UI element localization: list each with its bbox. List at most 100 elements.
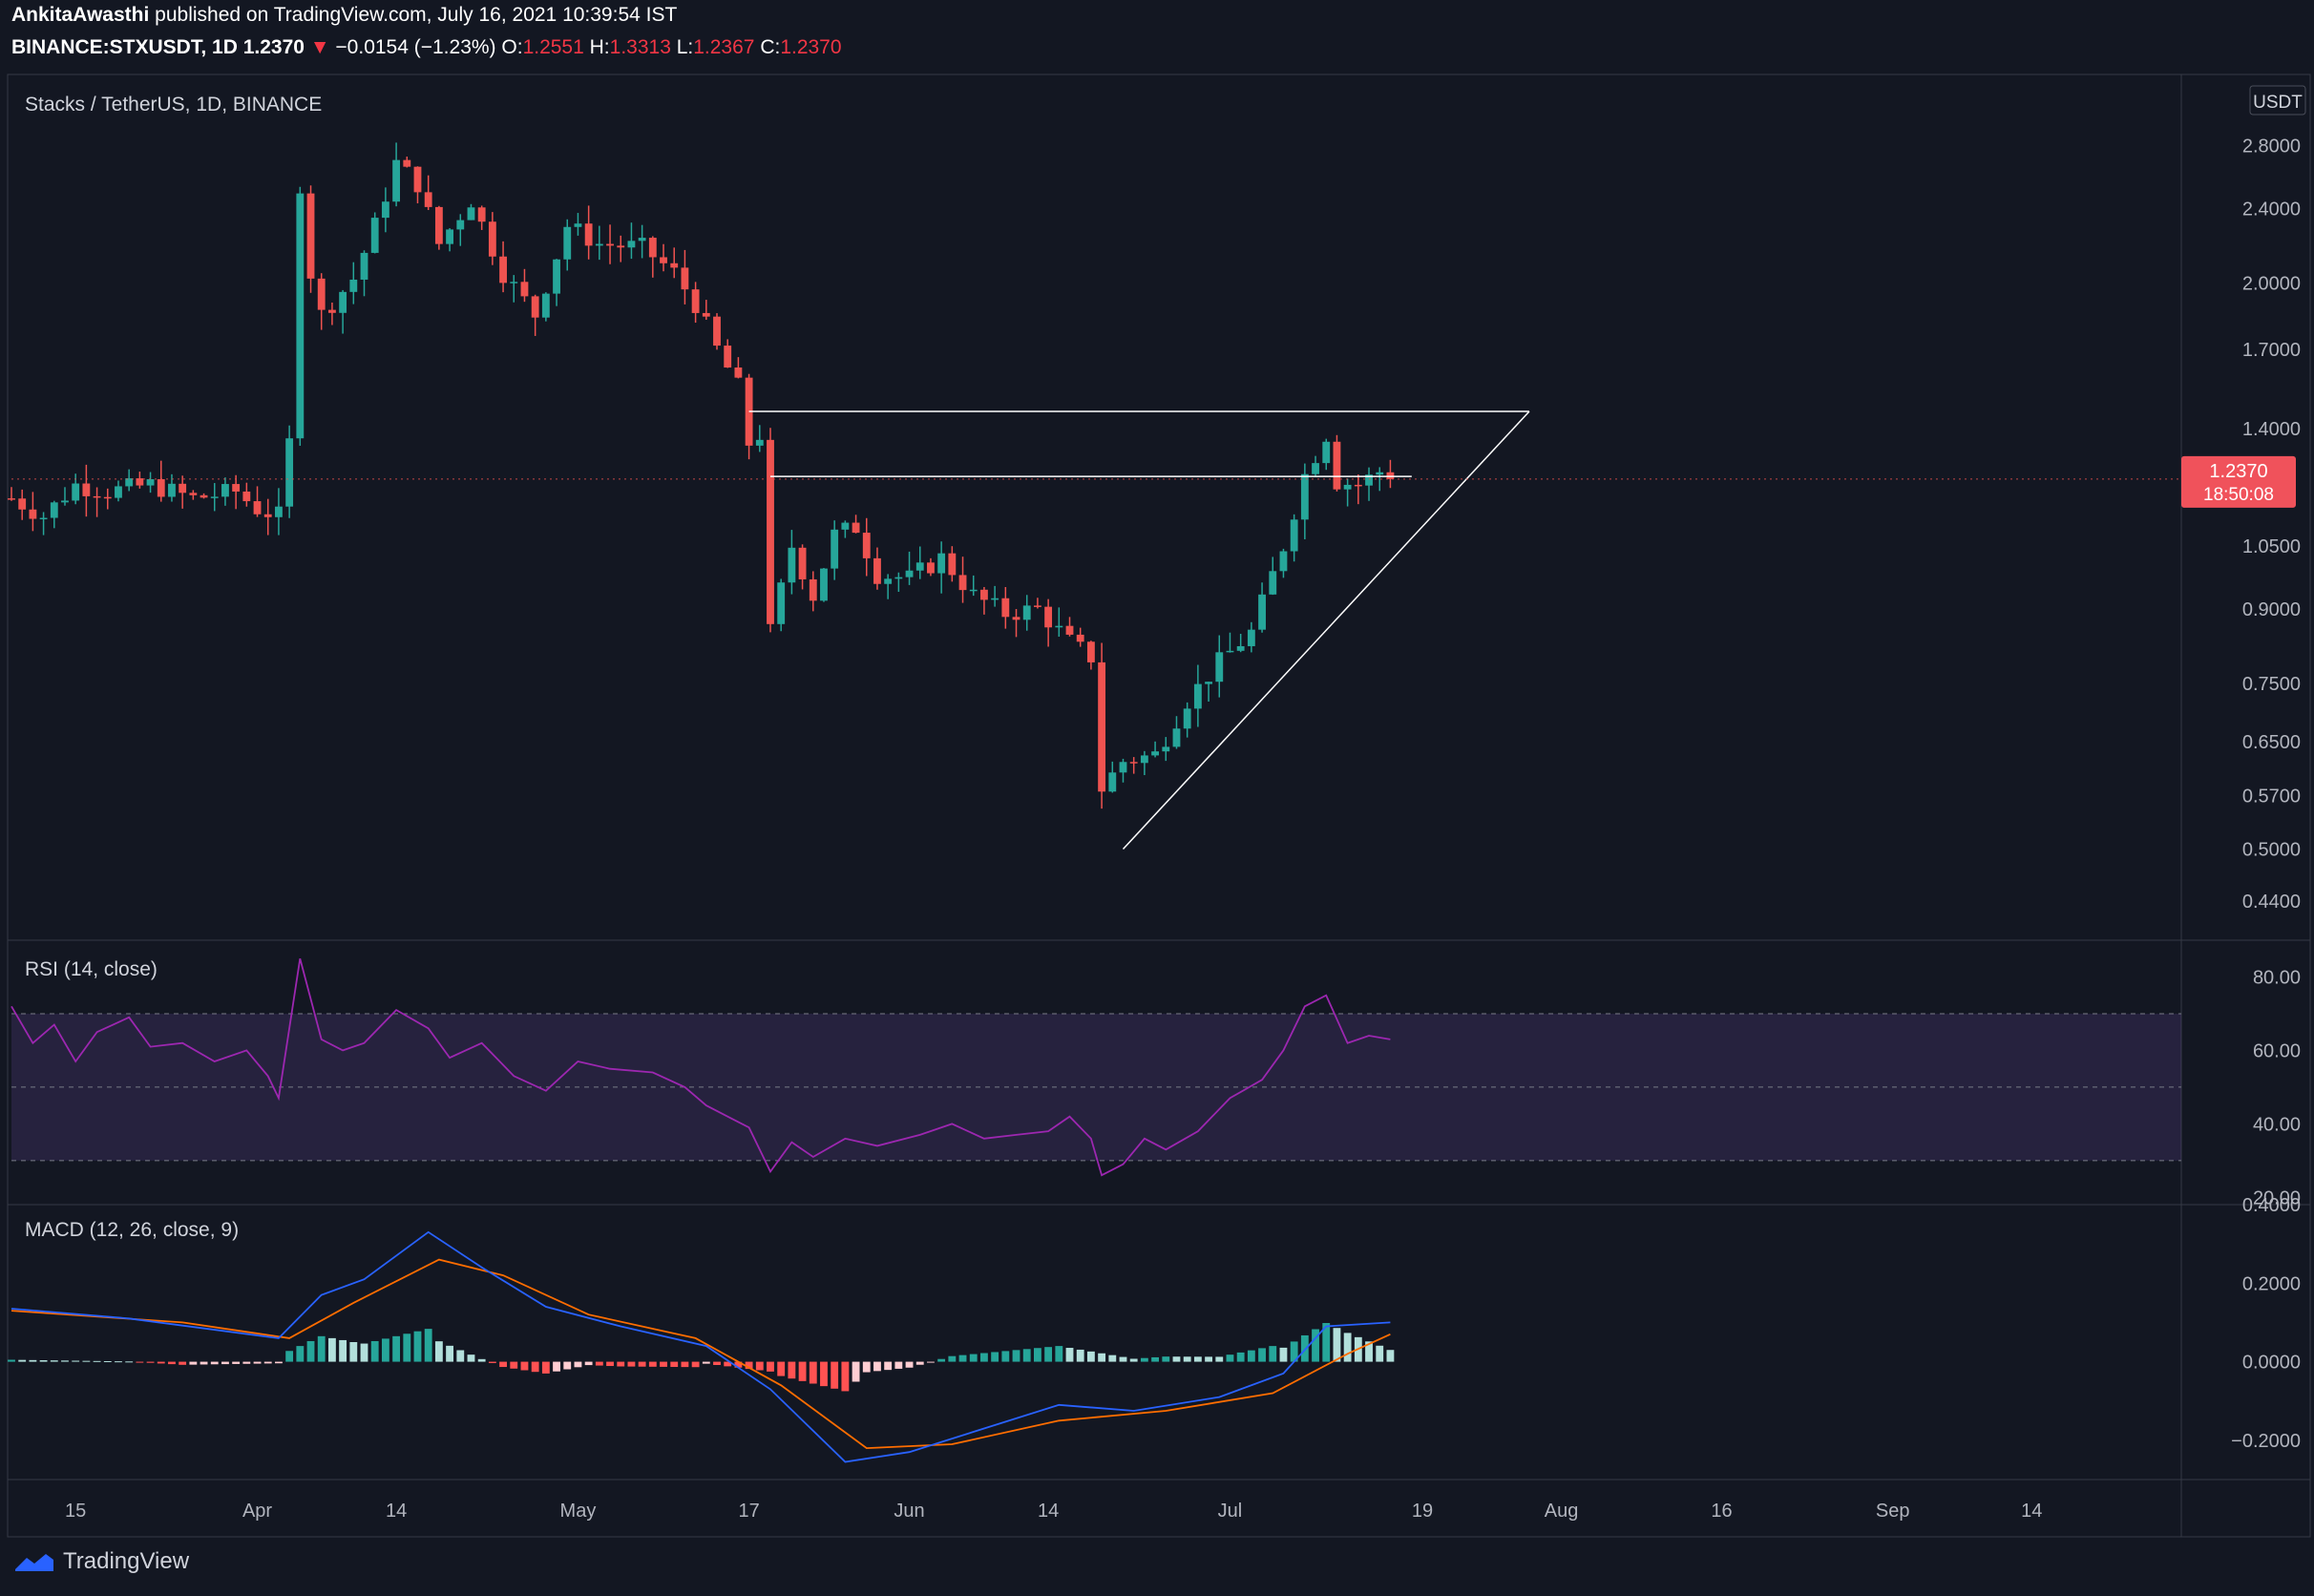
macd-histogram-bar	[948, 1355, 957, 1362]
macd-histogram-bar	[125, 1361, 134, 1363]
macd-histogram-bar	[713, 1361, 721, 1365]
candle-body	[820, 568, 828, 601]
macd-histogram-bar	[285, 1351, 294, 1362]
macd-tick-label: 0.4000	[2242, 1195, 2301, 1216]
rsi-tick-label: 20.00	[2253, 1187, 2301, 1208]
macd-histogram-bar	[520, 1361, 529, 1371]
price-tick-label: 0.5700	[2242, 786, 2301, 807]
macd-histogram-bar	[606, 1361, 614, 1367]
time-tick-label: Jun	[894, 1501, 924, 1522]
candle-body	[413, 166, 422, 193]
macd-histogram-bar	[1076, 1349, 1084, 1362]
macd-histogram-bar	[1312, 1329, 1319, 1362]
macd-histogram-bar	[1098, 1353, 1106, 1362]
candle-body	[1044, 606, 1053, 628]
macd-histogram-bar	[306, 1340, 315, 1362]
tradingview-logo-icon	[15, 1554, 53, 1571]
macd-histogram-bar	[403, 1334, 411, 1362]
publisher-name[interactable]: AnkitaAwasthi	[11, 4, 150, 26]
candle-body	[1076, 634, 1084, 642]
candle-body	[841, 522, 850, 530]
price-pane-title: Stacks / TetherUS, 1D, BINANCE	[25, 94, 322, 116]
candle-body	[1236, 645, 1245, 651]
macd-histogram-bar	[317, 1335, 326, 1362]
candle-body	[627, 241, 636, 248]
candle-body	[467, 207, 475, 220]
candle-body	[1333, 441, 1341, 490]
candle-body	[1065, 625, 1074, 635]
candle-body	[1269, 571, 1277, 595]
candle-body	[1279, 551, 1288, 572]
tradingview-logo[interactable]: TradingView	[13, 1548, 189, 1575]
change-label: −0.0154 (−1.23%)	[335, 36, 496, 58]
candle-body	[456, 220, 465, 230]
candle-body	[563, 226, 572, 260]
macd-histogram-bar	[210, 1361, 219, 1365]
candle-body	[862, 533, 871, 558]
candle-body	[1376, 472, 1384, 475]
macd-histogram-bar	[456, 1350, 465, 1362]
candle-body	[638, 238, 646, 242]
candle-body	[1215, 652, 1224, 682]
macd-histogram-bar	[1290, 1341, 1298, 1362]
candle-body	[275, 506, 283, 517]
candle-body	[713, 316, 721, 346]
time-tick-label: 16	[1711, 1501, 1732, 1522]
macd-histogram-bar	[275, 1361, 283, 1364]
price-tick-label: 0.9000	[2242, 599, 2301, 620]
macd-histogram-bar	[1012, 1350, 1020, 1362]
macd-histogram-bar	[477, 1358, 486, 1362]
macd-tick-label: 0.2000	[2242, 1273, 2301, 1294]
close-key: C:	[760, 36, 781, 58]
candle-body	[327, 309, 336, 313]
candle-body	[809, 578, 817, 601]
symbol-label: BINANCE:STXUSDT, 1D	[11, 36, 238, 58]
candle-body	[894, 577, 903, 579]
currency-label: USDT	[2253, 93, 2303, 113]
macd-histogram-bar	[146, 1361, 155, 1363]
ascending-trendline[interactable]	[1122, 410, 1530, 850]
candle-body	[798, 547, 807, 579]
macd-histogram-bar	[734, 1361, 743, 1368]
candle-body	[125, 478, 134, 487]
macd-histogram-bar	[370, 1340, 379, 1362]
time-tick-label: 14	[386, 1501, 407, 1522]
candle-body	[306, 193, 315, 279]
ohlc-line: BINANCE:STXUSDT, 1D 1.2370 ▼ −0.0154 (−1…	[11, 36, 842, 59]
candle-body	[1108, 772, 1117, 792]
candle-body	[72, 483, 80, 501]
candle-body	[146, 479, 155, 486]
candle-body	[253, 501, 262, 514]
candle-body	[1172, 728, 1181, 747]
time-tick-label: 14	[2021, 1501, 2042, 1522]
candle-body	[884, 578, 893, 584]
candle-body	[103, 496, 112, 499]
macd-histogram-bar	[242, 1361, 251, 1364]
macd-histogram-bar	[1226, 1354, 1234, 1362]
candle-body	[93, 495, 101, 498]
macd-histogram-bar	[434, 1341, 443, 1362]
candle-body	[777, 582, 786, 624]
macd-histogram-bar	[937, 1358, 946, 1362]
candle-body	[595, 243, 603, 246]
candle-body	[1162, 746, 1170, 752]
open-value: 1.2551	[522, 36, 584, 58]
macd-histogram-bar	[1108, 1354, 1117, 1362]
macd-histogram-bar	[488, 1361, 496, 1363]
candle-body	[136, 478, 144, 486]
candle-body	[50, 502, 58, 518]
candle-body	[531, 296, 539, 318]
candle-body	[1354, 484, 1362, 487]
candle-body	[263, 514, 272, 517]
currency-badge[interactable]	[2249, 85, 2306, 116]
candle-body	[510, 282, 518, 284]
macd-histogram-bar	[777, 1361, 786, 1376]
macd-histogram-bar	[82, 1360, 91, 1362]
candle-body	[232, 484, 241, 492]
candle-body	[296, 193, 305, 439]
high-key: H:	[589, 36, 610, 58]
macd-histogram-bar	[809, 1361, 817, 1384]
macd-histogram-bar	[980, 1353, 988, 1362]
candle-body	[1226, 650, 1234, 653]
